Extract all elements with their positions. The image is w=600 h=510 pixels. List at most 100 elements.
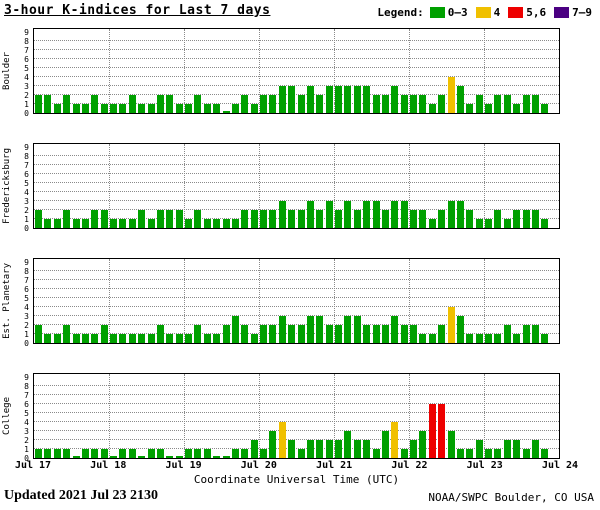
station-label-text: Boulder <box>2 52 12 90</box>
horizontal-gridline <box>34 182 559 183</box>
k-index-bar <box>119 219 127 228</box>
k-index-bar <box>156 325 164 343</box>
legend-entries: 0–3 4 5,6 7–9 <box>429 6 592 19</box>
k-index-bar <box>466 104 474 113</box>
k-index-bar <box>128 219 136 228</box>
y-tick-label: 1 <box>24 100 29 109</box>
k-index-bar <box>306 440 314 458</box>
horizontal-gridline <box>34 191 559 192</box>
k-index-bar <box>353 316 361 343</box>
k-index-bar <box>288 440 296 458</box>
horizontal-gridline <box>34 85 559 86</box>
k-index-bar <box>475 440 483 458</box>
k-index-bar <box>428 219 436 228</box>
k-index-bar <box>494 210 502 228</box>
y-tick-label: 7 <box>24 161 29 170</box>
k-index-bar <box>250 440 258 458</box>
k-index-bar <box>419 95 427 113</box>
k-index-bar <box>438 210 446 228</box>
k-index-bar <box>428 104 436 113</box>
x-tick-label: Jul 17 <box>14 460 52 471</box>
credit-text: NOAA/SWPC Boulder, CO USA <box>428 491 594 504</box>
k-index-bar <box>185 219 192 228</box>
vertical-gridline <box>259 29 260 113</box>
k-index-bar <box>522 95 530 113</box>
y-tick-label: 9 <box>24 373 29 382</box>
k-index-bar <box>53 334 61 343</box>
station-label-est-planetary: Est. Planetary <box>0 258 14 344</box>
y-tick-label: 3 <box>24 312 29 321</box>
k-index-bar <box>438 325 446 343</box>
k-index-bar <box>128 95 136 113</box>
k-index-bar <box>475 95 483 113</box>
y-tick-label: 5 <box>24 409 29 418</box>
k-index-bar <box>213 219 221 228</box>
k-index-bar <box>81 219 89 228</box>
k-index-bar <box>100 104 108 113</box>
k-index-bar <box>456 449 464 458</box>
vertical-gridline <box>334 259 335 343</box>
horizontal-gridline <box>34 200 559 201</box>
horizontal-gridline <box>34 218 559 219</box>
k-index-bar <box>503 95 511 113</box>
x-tick-label: Jul 19 <box>165 460 202 471</box>
k-index-bar <box>494 95 502 113</box>
legend-entry: 7–9 <box>554 6 592 19</box>
y-tick-label: 9 <box>24 258 29 267</box>
horizontal-gridline <box>34 279 559 280</box>
x-tick-label: Jul 20 <box>240 460 277 471</box>
vertical-gridline <box>109 29 110 113</box>
k-index-bar <box>391 86 399 113</box>
k-index-bar <box>222 456 230 458</box>
vertical-gridline <box>484 259 485 343</box>
k-index-bar <box>410 210 417 228</box>
k-index-bar <box>503 219 511 228</box>
k-index-bar <box>278 201 286 228</box>
k-index-bar <box>297 449 305 458</box>
station-label-college: College <box>0 373 14 459</box>
y-tick-label: 3 <box>24 82 29 91</box>
k-index-bar <box>288 210 296 228</box>
legend-entry-label: 0–3 <box>447 6 468 19</box>
horizontal-gridline <box>34 448 559 449</box>
horizontal-gridline <box>34 288 559 289</box>
y-tick-label: 9 <box>24 143 29 152</box>
k-index-bar <box>222 219 230 228</box>
k-index-bar <box>325 86 333 113</box>
vertical-gridline <box>109 144 110 228</box>
y-tick-label: 6 <box>24 285 29 294</box>
horizontal-gridline <box>34 173 559 174</box>
k-index-bar <box>381 431 389 458</box>
k-index-bar <box>81 449 89 458</box>
horizontal-gridline <box>34 333 559 334</box>
k-index-bar <box>447 307 455 343</box>
k-index-bar <box>344 431 352 458</box>
k-index-bar <box>522 210 530 228</box>
k-index-bar <box>44 334 52 343</box>
k-index-bar <box>494 334 502 343</box>
k-index-bar <box>372 201 380 228</box>
k-index-bar <box>110 219 117 228</box>
k-index-bar <box>72 334 80 343</box>
vertical-gridline <box>409 374 410 458</box>
horizontal-gridline <box>34 385 559 386</box>
k-index-bar <box>541 449 549 458</box>
k-index-bar <box>513 104 521 113</box>
k-index-bar <box>363 325 371 343</box>
vertical-gridline <box>259 259 260 343</box>
k-index-bar <box>100 210 108 228</box>
vertical-gridline <box>334 374 335 458</box>
plot-area-boulder <box>33 28 560 114</box>
k-index-bar <box>428 404 436 458</box>
y-tick-label: 7 <box>24 276 29 285</box>
k-index-bar <box>44 219 52 228</box>
x-axis-label: Coordinate Universal Time (UTC) <box>193 473 400 486</box>
vertical-gridline <box>184 374 185 458</box>
k-index-bar <box>203 104 211 113</box>
y-tick-label: 7 <box>24 391 29 400</box>
k-index-bar <box>147 104 155 113</box>
legend-entry-label: 4 <box>493 6 501 19</box>
horizontal-gridline <box>34 315 559 316</box>
k-index-bar <box>91 95 99 113</box>
